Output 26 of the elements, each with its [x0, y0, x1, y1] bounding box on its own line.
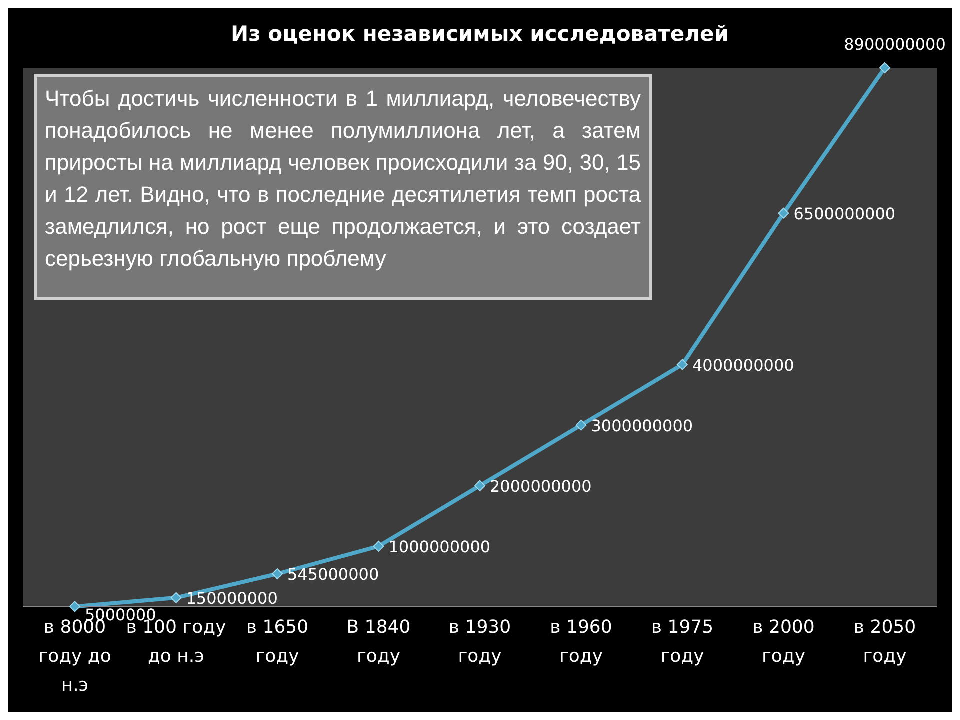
x-tick-label: В 1840 году — [346, 617, 411, 667]
data-label: 6500000000 — [794, 204, 896, 224]
point — [272, 568, 283, 580]
point — [880, 62, 890, 74]
point — [677, 359, 688, 370]
data-label: 545000000 — [288, 564, 380, 584]
point — [70, 601, 80, 612]
point — [373, 540, 384, 552]
point — [170, 592, 182, 604]
x-tick-label: в 2000 году — [752, 617, 815, 667]
data-label: 3000000000 — [591, 416, 694, 436]
point — [474, 480, 486, 492]
data-label: 4000000000 — [692, 356, 794, 375]
x-tick-label: в 2050 году — [854, 617, 916, 667]
x-tick-label: в 1960 году — [550, 617, 612, 667]
x-tick-label: в 1975 году — [651, 617, 714, 667]
chart-title: Из оценок независимых исследователей — [231, 22, 729, 46]
data-label: 1000000000 — [388, 537, 491, 556]
annotation: Чтобы достичь численности в 1 миллиард, человечеству понадобилось не менее полумиллиона лет, а затем приросты на миллиард человек происходили за 90, 30, 15 и 12 лет. Видно, что в последние десятилетия темп роста замедлился, но рост еще продолжается, и это создает серьезную глобальную проблему — [34, 74, 652, 300]
data-label: 150000000 — [186, 588, 278, 608]
data-label: 2000000000 — [490, 476, 592, 496]
point — [778, 208, 790, 219]
data-label: 8900000000 — [844, 35, 946, 54]
point — [576, 420, 587, 431]
x-tick-label: в 1650 году — [246, 617, 309, 667]
x-tick-label: в 1930 году — [448, 617, 512, 667]
